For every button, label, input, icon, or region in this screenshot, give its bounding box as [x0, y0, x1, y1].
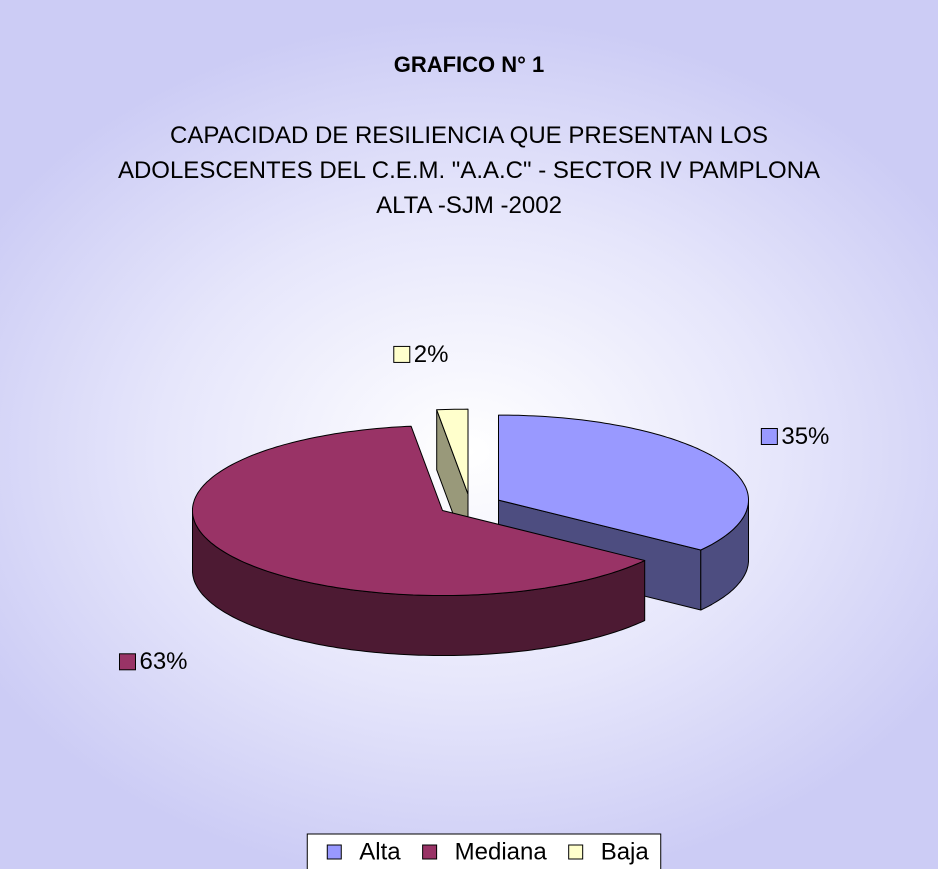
legend-label: Mediana — [455, 838, 548, 865]
legend-label: Alta — [359, 838, 401, 865]
value-label: 63% — [139, 648, 187, 675]
chart-subtitle: CAPACIDAD DE RESILIENCIA QUE PRESENTAN L… — [117, 122, 821, 219]
value-label-group: 63% — [118, 648, 188, 675]
value-label: 2% — [414, 341, 449, 368]
legend-box — [306, 833, 662, 869]
value-label-swatch — [393, 345, 411, 363]
slice — [436, 408, 469, 495]
legend-label: Baja — [601, 838, 650, 865]
slice — [498, 414, 749, 551]
legend-swatch — [326, 844, 342, 860]
value-label: 35% — [781, 423, 829, 450]
legend: Alta Mediana Baja — [306, 833, 662, 869]
slice — [192, 425, 646, 596]
value-label-group: 35% — [760, 423, 829, 450]
legend-swatch — [422, 844, 438, 860]
value-label-swatch — [760, 428, 778, 446]
chart-title: GRAFICO N° 1 — [393, 52, 545, 77]
legend-swatch — [568, 844, 584, 860]
value-label-group: 2% — [393, 341, 449, 368]
value-label-swatch — [118, 653, 136, 671]
